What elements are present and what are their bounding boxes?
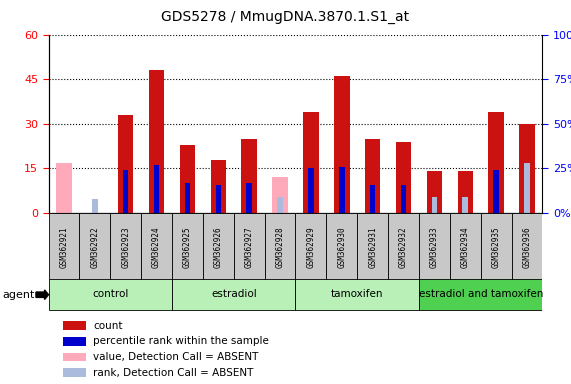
Bar: [493, 170, 499, 213]
Bar: [118, 115, 134, 213]
Bar: [272, 177, 288, 213]
Bar: [457, 172, 473, 213]
Bar: [396, 142, 411, 213]
Bar: [432, 197, 437, 213]
Bar: [154, 165, 159, 213]
Text: GSM362930: GSM362930: [337, 226, 346, 268]
Bar: [396, 169, 411, 213]
Text: GSM362931: GSM362931: [368, 226, 377, 268]
Bar: [339, 167, 344, 213]
Text: GSM362923: GSM362923: [121, 226, 130, 268]
Bar: [481, 213, 512, 280]
Bar: [357, 213, 388, 280]
Bar: [303, 112, 319, 213]
Bar: [57, 162, 72, 213]
Bar: [110, 213, 141, 280]
Bar: [401, 185, 407, 213]
Text: GSM362936: GSM362936: [522, 226, 532, 268]
Text: GSM362929: GSM362929: [307, 226, 315, 268]
Text: count: count: [93, 321, 123, 331]
Text: control: control: [92, 289, 128, 299]
Bar: [370, 185, 376, 213]
Bar: [63, 368, 86, 377]
Bar: [519, 124, 534, 213]
Bar: [524, 163, 530, 213]
Text: GSM362927: GSM362927: [245, 226, 254, 268]
Text: GSM362933: GSM362933: [430, 226, 439, 268]
Text: estradiol: estradiol: [211, 289, 256, 299]
Bar: [92, 199, 98, 213]
Bar: [49, 213, 79, 280]
Text: percentile rank within the sample: percentile rank within the sample: [93, 336, 269, 346]
Text: rank, Detection Call = ABSENT: rank, Detection Call = ABSENT: [93, 367, 254, 377]
Bar: [419, 279, 542, 310]
Bar: [365, 139, 380, 213]
Text: estradiol and tamoxifen: estradiol and tamoxifen: [419, 289, 543, 299]
Bar: [512, 213, 542, 280]
Bar: [242, 139, 257, 213]
Text: agent: agent: [3, 290, 35, 300]
Bar: [141, 213, 172, 280]
Bar: [327, 213, 357, 280]
Text: GSM362922: GSM362922: [90, 226, 99, 268]
Bar: [488, 112, 504, 213]
Text: GSM362935: GSM362935: [492, 226, 501, 268]
Bar: [450, 213, 481, 280]
Bar: [203, 213, 234, 280]
Text: tamoxifen: tamoxifen: [331, 289, 384, 299]
Bar: [296, 213, 327, 280]
Bar: [334, 76, 349, 213]
Bar: [63, 321, 86, 330]
Bar: [123, 170, 128, 213]
Bar: [172, 213, 203, 280]
Text: GSM362926: GSM362926: [214, 226, 223, 268]
Bar: [463, 197, 468, 213]
Text: GSM362934: GSM362934: [461, 226, 470, 268]
Bar: [308, 169, 313, 213]
Text: value, Detection Call = ABSENT: value, Detection Call = ABSENT: [93, 352, 258, 362]
Bar: [427, 172, 442, 213]
Bar: [63, 337, 86, 346]
Bar: [296, 279, 419, 310]
Bar: [172, 279, 296, 310]
Text: GSM362928: GSM362928: [276, 226, 284, 268]
Bar: [63, 353, 86, 361]
Bar: [215, 185, 221, 213]
Text: GSM362925: GSM362925: [183, 226, 192, 268]
Bar: [278, 197, 283, 213]
Bar: [79, 213, 110, 280]
Bar: [419, 213, 450, 280]
Text: GSM362932: GSM362932: [399, 226, 408, 268]
Bar: [388, 213, 419, 280]
Bar: [184, 183, 190, 213]
Text: GSM362924: GSM362924: [152, 226, 161, 268]
Bar: [264, 213, 296, 280]
Bar: [149, 70, 164, 213]
Bar: [247, 183, 252, 213]
Bar: [211, 160, 226, 213]
Bar: [180, 145, 195, 213]
Bar: [49, 279, 172, 310]
Text: GDS5278 / MmugDNA.3870.1.S1_at: GDS5278 / MmugDNA.3870.1.S1_at: [162, 10, 409, 23]
Bar: [234, 213, 264, 280]
Text: GSM362921: GSM362921: [59, 226, 69, 268]
